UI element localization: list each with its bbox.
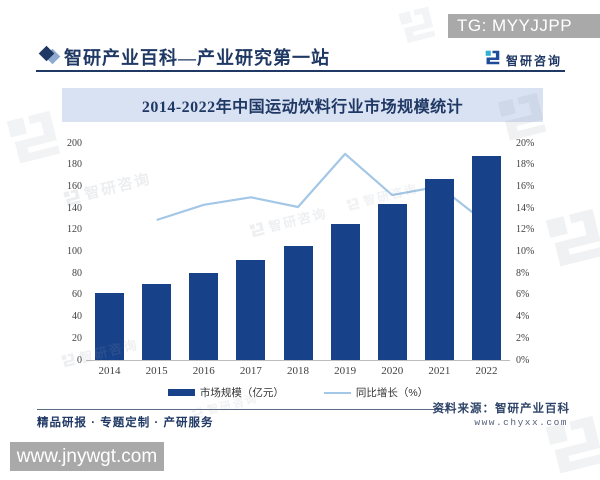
bar-2016 xyxy=(189,273,219,360)
bar-swatch xyxy=(167,389,195,396)
left-axis: 0 20 40 60 80 100 120 140 160 180 200 xyxy=(56,138,82,366)
left-axis-tick-140: 140 xyxy=(67,202,82,214)
line-swatch xyxy=(323,391,351,394)
year-label-2017: 2017 xyxy=(239,365,262,377)
right-axis-tick-12: 12% xyxy=(516,224,535,236)
brand-logo: 智研咨询 xyxy=(484,49,562,71)
year-label-2018: 2018 xyxy=(287,365,309,377)
right-axis-tick-16: 16% xyxy=(516,180,535,192)
left-axis-tick-40: 40 xyxy=(72,311,82,323)
left-axis-tick-80: 80 xyxy=(72,267,82,279)
year-label-2020: 2020 xyxy=(381,365,404,377)
bar-2019 xyxy=(330,224,360,360)
right-axis-tick-6: 6% xyxy=(516,289,530,301)
chart-area: 0 20 40 60 80 100 120 140 160 180 200 0% 2% 4% 6% 8% 10… xyxy=(56,138,548,383)
right-axis-tick-10: 10% xyxy=(516,246,535,257)
brand-watermark-9 xyxy=(394,2,440,48)
right-axis-tick-20: 20% xyxy=(516,137,535,149)
left-axis-tick-200: 200 xyxy=(67,137,82,149)
year-label-2019: 2019 xyxy=(334,365,357,377)
footer-divider xyxy=(37,409,447,410)
left-axis-tick-180: 180 xyxy=(67,159,82,171)
brand-name: 智研咨询 xyxy=(505,53,562,68)
year-label-2022: 2022 xyxy=(475,365,498,377)
bar-2014 xyxy=(95,292,125,360)
right-axis: 0% 2% 4% 6% 8% 10% 12% 14% 16% 18% 20% xyxy=(516,138,548,366)
left-axis-tick-100: 100 xyxy=(67,246,82,257)
bar-2018 xyxy=(283,246,313,360)
bar-2022 xyxy=(471,156,501,360)
right-axis-tick-0: 0% xyxy=(516,354,530,366)
legend-item-growth: 同比增长（%） xyxy=(323,385,429,400)
left-axis-tick-20: 20 xyxy=(72,332,82,344)
chart-title: 2014-2022年中国运动饮料行业市场规模统计 xyxy=(141,99,464,116)
zhiyan-logo-icon xyxy=(484,49,501,71)
source-label: 资料来源：智研产业百科 xyxy=(432,403,570,415)
year-label-2014: 2014 xyxy=(98,365,121,377)
year-label-2016: 2016 xyxy=(192,365,215,377)
tg-badge: TG: MYYJJPP xyxy=(448,14,600,38)
legend-item-market-size: 市场规模（亿元） xyxy=(167,385,284,400)
right-axis-tick-4: 4% xyxy=(516,311,530,323)
right-axis-tick-2: 2% xyxy=(516,332,530,344)
bar-2015 xyxy=(142,284,172,360)
services-text: 精品研报 · 专题定制 · 产研服务 xyxy=(37,417,214,429)
left-axis-tick-120: 120 xyxy=(67,224,82,236)
site-watermark-box: www.jnywgt.com xyxy=(10,442,164,471)
right-axis-tick-18: 18% xyxy=(516,159,535,171)
chart-title-banner: 2014-2022年中国运动饮料行业市场规模统计 xyxy=(62,88,543,122)
left-axis-tick-160: 160 xyxy=(67,180,82,192)
bar-2017 xyxy=(236,260,266,360)
left-axis-tick-60: 60 xyxy=(72,289,82,301)
year-label-2021: 2021 xyxy=(428,365,451,377)
legend: 市场规模（亿元） 同比增长（%） xyxy=(86,385,510,400)
source-site: www.chyxx.com xyxy=(474,417,568,428)
legend-label-growth: 同比增长（%） xyxy=(355,387,429,399)
year-label-2015: 2015 xyxy=(145,365,168,377)
legend-label-market-size: 市场规模（亿元） xyxy=(199,387,284,399)
right-axis-tick-8: 8% xyxy=(516,267,530,279)
page-title: 智研产业百科—产业研究第一站 xyxy=(64,48,330,68)
header-divider xyxy=(36,70,565,72)
left-axis-tick-0: 0 xyxy=(77,354,82,366)
plot-area xyxy=(86,143,510,361)
bar-2021 xyxy=(424,178,454,360)
bar-2020 xyxy=(377,203,407,360)
brand-diamond-icon xyxy=(38,45,63,65)
right-axis-tick-14: 14% xyxy=(516,202,535,214)
x-axis-labels: 2014 2015 2016 2017 2018 2019 2020 2021 2022 xyxy=(86,365,510,379)
